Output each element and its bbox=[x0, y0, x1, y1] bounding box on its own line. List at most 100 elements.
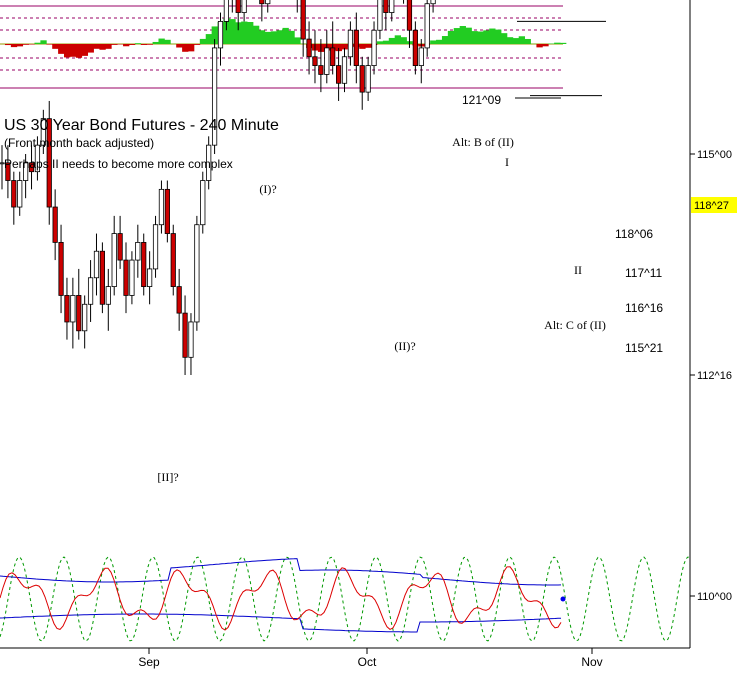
candle-up bbox=[106, 287, 110, 305]
histogram-bar-up bbox=[489, 29, 495, 44]
histogram-bar-up bbox=[477, 32, 483, 44]
candle-down bbox=[384, 0, 388, 13]
candle-down bbox=[165, 189, 169, 233]
histogram-bar-up bbox=[158, 39, 164, 44]
x-tick-label: Nov bbox=[581, 655, 602, 669]
histogram-bar-up bbox=[164, 40, 170, 44]
histogram-bar-down bbox=[88, 44, 94, 53]
histogram-bar-down bbox=[76, 44, 82, 58]
histogram-bar-down bbox=[5, 44, 11, 45]
candle-up bbox=[88, 278, 92, 305]
histogram-bar-up bbox=[401, 37, 407, 44]
candle-up bbox=[71, 295, 75, 322]
candle-down bbox=[260, 0, 264, 4]
histogram-bar-up bbox=[448, 31, 454, 44]
candle-up bbox=[189, 322, 193, 357]
candle-down bbox=[319, 66, 323, 75]
wave-label: (I)? bbox=[259, 182, 276, 196]
wave-label: Alt: C of (II) bbox=[544, 318, 606, 332]
candle-down bbox=[183, 313, 187, 357]
histogram-bar-up bbox=[377, 41, 383, 44]
price-level-label: 117^11 bbox=[625, 266, 663, 280]
histogram-bar-down bbox=[99, 44, 105, 50]
histogram-bar-up bbox=[560, 43, 566, 44]
histogram-bar-down bbox=[536, 44, 542, 47]
histogram-bar-up bbox=[283, 28, 289, 44]
histogram-bar-up bbox=[259, 30, 265, 44]
histogram-oscillator-panel bbox=[0, 6, 566, 88]
histogram-bar-up bbox=[466, 28, 472, 44]
candle-up bbox=[366, 66, 370, 93]
candle-up bbox=[266, 0, 270, 4]
histogram-bar-up bbox=[460, 26, 466, 44]
cycle-red-line bbox=[0, 567, 561, 630]
histogram-bar-down bbox=[46, 44, 52, 45]
candle-up bbox=[82, 304, 86, 331]
histogram-bar-down bbox=[141, 44, 147, 45]
price-level-label: 116^16 bbox=[625, 301, 663, 315]
histogram-bar-up bbox=[153, 42, 159, 44]
histogram-bar-down bbox=[64, 44, 70, 57]
current-price-label: 118^27 bbox=[694, 200, 729, 212]
candle-up bbox=[342, 57, 346, 84]
histogram-bar-up bbox=[436, 40, 442, 44]
histogram-bar-down bbox=[105, 44, 111, 49]
candle-up bbox=[159, 189, 163, 224]
wave-label: Alt: B of (II) bbox=[452, 135, 514, 149]
candle-up bbox=[224, 0, 228, 21]
candle-down bbox=[330, 48, 334, 66]
histogram-bar-up bbox=[383, 41, 389, 44]
candle-up bbox=[147, 269, 151, 287]
histogram-bar-up bbox=[454, 28, 460, 44]
candle-up bbox=[419, 48, 423, 66]
histogram-bar-up bbox=[294, 37, 300, 44]
candle-up bbox=[348, 30, 352, 57]
x-tick-label: Sep bbox=[138, 655, 160, 669]
histogram-bar-up bbox=[471, 31, 477, 44]
wave-label: (II)? bbox=[394, 339, 415, 353]
candle-up bbox=[18, 181, 22, 208]
candle-up bbox=[372, 30, 376, 65]
histogram-bar-up bbox=[247, 22, 253, 44]
candle-down bbox=[171, 234, 175, 287]
histogram-bar-down bbox=[17, 44, 23, 46]
histogram-bar-up bbox=[253, 26, 259, 44]
candle-down bbox=[336, 66, 340, 84]
price-level-label: 118^06 bbox=[615, 227, 653, 241]
y-tick-label: 110^00 bbox=[697, 591, 732, 603]
candle-down bbox=[413, 30, 417, 65]
x-tick-label: Oct bbox=[358, 655, 377, 669]
price-level-label: 121^09 bbox=[462, 93, 501, 107]
candle-up bbox=[325, 48, 329, 75]
candle-down bbox=[77, 295, 81, 330]
histogram-bar-up bbox=[288, 31, 294, 44]
histogram-bar-up bbox=[501, 33, 507, 44]
histogram-bar-up bbox=[442, 36, 448, 44]
candle-up bbox=[425, 4, 429, 48]
histogram-bar-down bbox=[23, 44, 29, 45]
wave-label: I bbox=[505, 155, 509, 169]
histogram-bar-up bbox=[554, 43, 560, 44]
histogram-bar-up bbox=[277, 30, 283, 44]
histogram-bar-up bbox=[507, 37, 513, 44]
wave-label: II bbox=[574, 263, 582, 277]
candle-down bbox=[12, 181, 16, 208]
histogram-bar-down bbox=[188, 44, 194, 51]
candle-up bbox=[153, 225, 157, 269]
histogram-bar-up bbox=[200, 39, 206, 44]
histogram-bar-up bbox=[495, 30, 501, 44]
cycle-marker-dot bbox=[561, 597, 566, 602]
candle-down bbox=[407, 0, 411, 30]
histogram-bar-up bbox=[271, 31, 277, 44]
chart-subtitle: (Front month back adjusted) bbox=[4, 136, 154, 150]
histogram-bar-up bbox=[395, 35, 401, 44]
histogram-bar-up bbox=[135, 43, 141, 44]
histogram-bar-up bbox=[389, 38, 395, 44]
candle-down bbox=[313, 57, 317, 66]
histogram-bar-up bbox=[265, 32, 271, 44]
histogram-bar-down bbox=[58, 44, 64, 54]
candle-up bbox=[431, 0, 435, 4]
histogram-bar-up bbox=[519, 36, 525, 44]
